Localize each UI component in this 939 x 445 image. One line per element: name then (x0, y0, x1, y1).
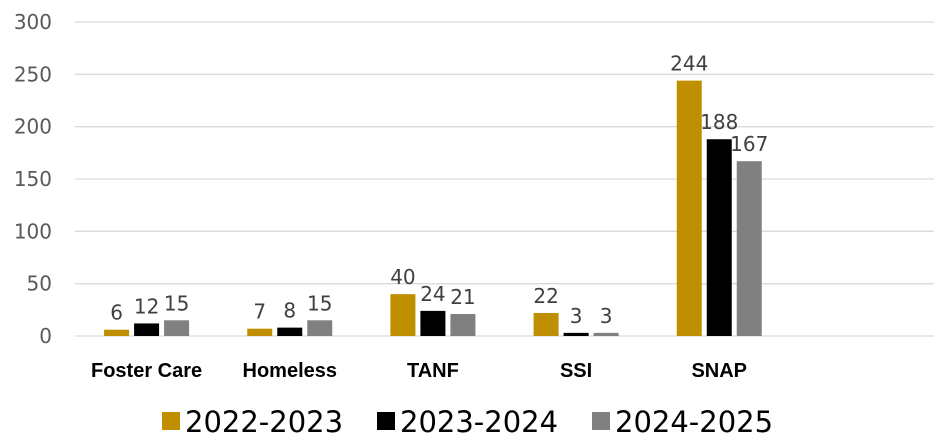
legend-item: 2022-2023 (162, 405, 343, 439)
data-label: 167 (730, 132, 768, 156)
x-category-label: TANF (407, 360, 459, 382)
x-category-label: Foster Care (91, 360, 202, 382)
y-tick-label: 200 (14, 115, 52, 139)
bar (277, 327, 303, 336)
data-label: 3 (600, 304, 613, 328)
x-category-label: SNAP (691, 360, 747, 382)
y-tick-label: 150 (14, 167, 52, 191)
y-tick-label: 250 (14, 62, 52, 86)
legend-label: 2022-2023 (185, 405, 343, 439)
data-label: 22 (533, 284, 558, 308)
bar (247, 328, 273, 336)
legend-swatch (592, 412, 610, 430)
bar (420, 310, 446, 336)
data-label: 8 (283, 299, 296, 323)
bar (104, 329, 130, 336)
y-axis-ticks: 0 50 100 150 200 250 300 (14, 10, 52, 348)
bar (390, 294, 416, 336)
bar (593, 332, 619, 336)
bar (134, 323, 160, 336)
legend-item: 2023-2024 (377, 405, 558, 439)
x-axis-categories: Foster Care Homeless TANF SSI SNAP (91, 360, 747, 382)
data-label: 244 (670, 52, 708, 76)
bar (307, 320, 333, 336)
data-label: 24 (420, 282, 445, 306)
legend-swatch (162, 412, 180, 430)
data-label: 15 (307, 291, 332, 315)
data-label: 21 (450, 285, 475, 309)
legend-label: 2024-2025 (615, 405, 773, 439)
legend-label: 2023-2024 (400, 405, 558, 439)
y-tick-label: 0 (39, 324, 52, 348)
legend-swatch (377, 412, 395, 430)
bar (736, 161, 762, 336)
data-label: 40 (390, 265, 415, 289)
y-tick-label: 50 (27, 272, 52, 296)
data-label: 15 (164, 291, 189, 315)
y-tick-label: 300 (14, 10, 52, 34)
bar (533, 312, 559, 336)
data-label: 188 (700, 110, 738, 134)
bar (563, 332, 589, 336)
x-category-label: Homeless (243, 360, 338, 382)
data-label: 3 (570, 304, 583, 328)
data-label: 12 (134, 294, 159, 318)
data-label: 7 (253, 300, 266, 324)
gridlines (75, 21, 934, 337)
bar (706, 139, 732, 336)
legend: 2022-2023 2023-2024 2024-2025 (162, 405, 773, 439)
data-label: 6 (110, 301, 123, 325)
y-tick-label: 100 (14, 219, 52, 243)
bar (676, 80, 702, 336)
bar (450, 314, 476, 336)
bars (104, 80, 762, 336)
legend-item: 2024-2025 (592, 405, 773, 439)
x-category-label: SSI (560, 360, 592, 382)
bar (164, 320, 190, 336)
